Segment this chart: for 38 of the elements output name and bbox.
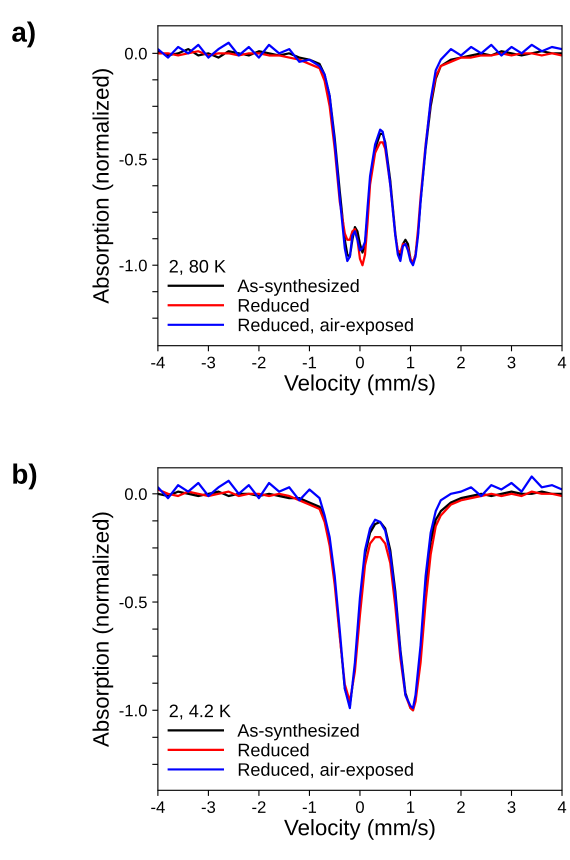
y-tick-label: 0.0 [124,48,147,60]
legend-label: Reduced, air-exposed [238,318,413,335]
x-tick-label: 2 [457,356,465,368]
legend-label: As-synthesized [237,724,359,740]
y-tick-label: -0.5 [119,154,147,166]
legend-title: 2, 80 K [170,260,226,275]
y-tick-label: -0.5 [119,596,147,608]
y-tick-label: -1.0 [119,260,147,272]
x-tick-label: 2 [457,801,465,813]
x-tick-label: 1 [407,356,414,368]
x-tick-label: -4 [151,801,165,813]
y-tick-label: -1.0 [119,704,147,716]
y-tick-label: 0.0 [124,488,147,500]
legend-label: Reduced [238,298,308,312]
x-tick-label: -1 [302,356,316,368]
legend-label: Reduced [238,743,308,756]
chart-title: a) [12,22,35,48]
legend-label: As-synthesized [237,278,359,296]
x-tick-label: 3 [508,801,516,813]
x-tick-label: -2 [252,801,266,813]
x-axis-title: Velocity (mm/s) [284,374,435,396]
chart-title: b) [13,464,36,490]
x-tick-label: 4 [558,356,566,368]
x-tick-label: 1 [407,801,414,813]
x-tick-label: 4 [558,801,566,813]
legend-title: 2, 4.2 K [170,704,231,720]
x-axis-title: Velocity (mm/s) [284,819,435,840]
x-tick-label: -4 [151,356,165,368]
x-tick-label: -1 [302,801,316,813]
y-axis-title: Absorption (normalized) [92,512,114,747]
x-tick-label: -3 [202,356,216,368]
x-tick-label: 3 [508,356,516,368]
x-tick-label: -2 [252,356,266,368]
x-tick-label: 0 [356,801,364,813]
legend-label: Reduced, air-exposed [238,762,413,780]
x-tick-label: 0 [356,356,364,368]
x-tick-label: -3 [202,801,216,813]
y-axis-title: Absorption (normalized) [92,69,114,304]
